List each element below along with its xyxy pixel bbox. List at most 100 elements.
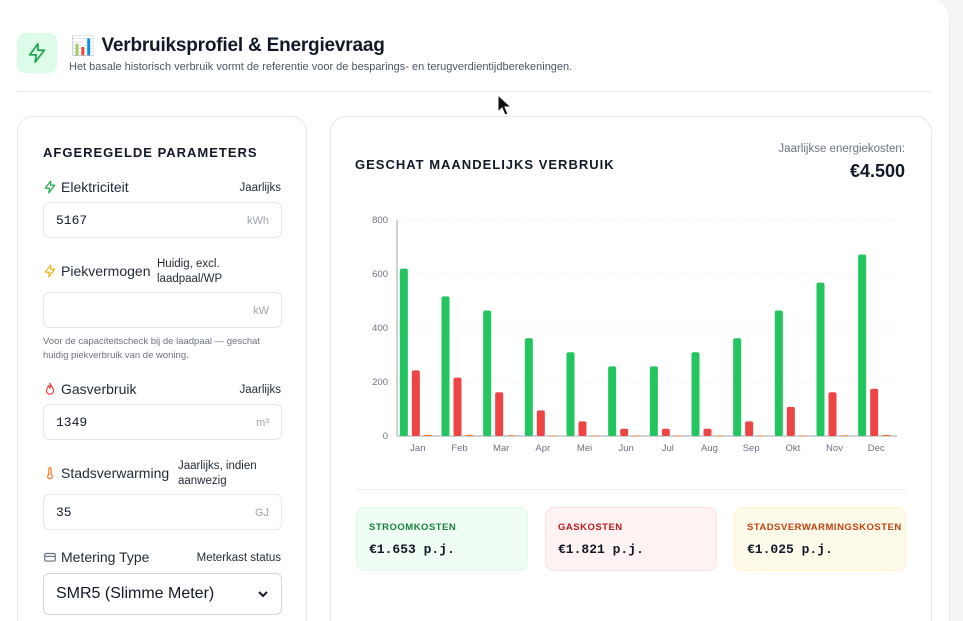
electricity-cost-label: STROOMKOSTEN [369,522,457,533]
gas-cost-tile: GASKOSTEN €1.821 p.j. [545,507,717,571]
page-subtitle: Het basale historisch verbruik vormt de … [69,61,573,73]
bar [465,434,474,436]
x-tick-label: Jul [662,443,674,454]
bar [423,434,432,436]
thermometer-icon [47,467,53,480]
district-cost-label: STADSVERWARMINGSKOSTEN [747,522,902,533]
bar [840,435,849,436]
lightning-small-icon [44,264,56,278]
electricity-input[interactable]: 5167 kWh [43,202,282,238]
metering-label: Metering Type [43,549,149,565]
bar [757,435,766,437]
x-tick-label: Jan [410,443,425,454]
bar [858,254,867,436]
x-tick-label: Mar [493,443,509,454]
bar [566,352,575,436]
bar [745,421,754,436]
metering-select[interactable]: SMR5 (Slimme Meter) [43,573,282,615]
mouse-cursor-icon [497,94,513,116]
x-tick-label: Okt [785,443,800,454]
bar [632,435,641,437]
y-tick-label: 800 [372,215,388,226]
bar [691,352,700,436]
x-tick-label: Jun [619,443,634,454]
bar [507,435,516,436]
bar [608,366,617,436]
peak-note: Voor de capaciteitscheck bij de laadpaal… [43,336,261,361]
y-tick-label: 400 [372,323,388,334]
annual-cost-label: Jaarlijkse energiekosten: [778,143,905,155]
gas-unit: m³ [256,417,269,429]
district-cost-tile: STADSVERWARMINGSKOSTEN €1.025 p.j. [734,507,906,571]
annual-cost: Jaarlijkse energiekosten: €4.500 [778,143,905,182]
metering-hint: Meterkast status [196,552,281,564]
electricity-cost-tile: STROOMKOSTEN €1.653 p.j. [356,507,528,571]
peak-hint: Huidig, excl. laadpaal/WP [157,258,223,285]
bar [703,428,712,436]
x-tick-label: Aug [701,443,718,454]
x-tick-label: Dec [868,443,885,454]
page-title: 📊 Verbruiksprofiel & Energievraag [71,34,385,58]
bar [441,296,450,436]
bar [483,310,492,436]
bar [661,428,670,436]
monthly-usage-chart: 0 200 400 600 800 Jan Feb Mar Apr Mei Jun Jul Aug Sep… [372,215,897,454]
bar [870,388,879,436]
usage-title: GESCHAT MAANDELIJKS VERBRUIK [355,157,615,172]
bar [524,338,533,436]
bar [453,377,462,436]
electricity-hint: Jaarlijks [239,182,281,194]
y-tick-label: 200 [372,377,388,388]
annual-cost-value: €4.500 [849,161,905,181]
x-tick-label: Feb [451,443,467,454]
lightning-small-icon [44,180,56,194]
bar [715,435,724,437]
peak-input[interactable]: kW [43,292,282,328]
bar [399,268,408,436]
bar [495,392,504,436]
parameters-card: AFGEREGELDE PARAMETERS Elektriciteit Jaa… [17,116,307,621]
lightning-icon [17,33,57,73]
bar [798,435,807,437]
bar [786,406,795,436]
x-tick-label: Apr [535,443,550,454]
gas-cost-label: GASKOSTEN [558,522,623,533]
gas-input[interactable]: 1349 m³ [43,404,282,440]
gas-cost-value: €1.821 p.j. [558,542,644,557]
y-tick-label: 600 [372,269,388,280]
x-tick-label: Mei [577,443,592,454]
chevron-down-icon [258,591,268,598]
gas-hint: Jaarlijks [239,384,281,396]
gas-label: Gasverbruik [43,381,136,397]
page-title-text: Verbruiksprofiel & Energievraag [101,35,385,56]
bar [649,366,658,436]
meter-icon [44,552,56,562]
bar [548,435,557,437]
electricity-label: Elektriciteit [43,179,129,195]
bar [828,392,837,436]
bar [536,410,545,436]
bar [578,421,587,436]
parameters-title: AFGEREGELDE PARAMETERS [43,145,258,160]
bar [620,428,629,436]
bar [882,434,891,436]
x-tick-label: Nov [826,443,843,454]
tiles-divider [356,489,906,490]
bar [733,338,742,436]
y-tick-label: 0 [383,431,388,442]
district-input[interactable]: 35 GJ [43,494,282,530]
district-unit: GJ [254,507,269,519]
electricity-cost-value: €1.653 p.j. [369,542,455,557]
peak-label: Piekvermogen [43,263,151,279]
bar [411,370,420,436]
bar [590,435,599,437]
flame-icon [45,382,55,395]
header-divider [17,91,932,92]
bar [774,310,783,436]
usage-card: GESCHAT MAANDELIJKS VERBRUIK Jaarlijkse … [330,116,932,621]
x-tick-label: Sep [743,443,760,454]
electricity-unit: kWh [247,215,269,227]
district-hint: Jaarlijks, indien aanwezig [178,460,257,487]
bar [816,282,825,436]
